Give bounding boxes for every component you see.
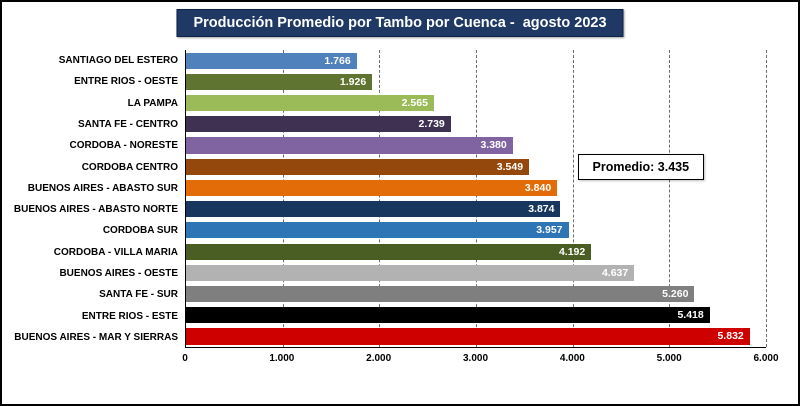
category-label: CORDOBA CENTRO bbox=[81, 161, 178, 173]
x-tick-label: 4.000 bbox=[559, 353, 585, 364]
bar-row: 5.832 bbox=[186, 326, 766, 347]
bar-row: 3.380 bbox=[186, 135, 766, 156]
bar-value-label: 4.637 bbox=[601, 266, 629, 279]
bar-row: 2.565 bbox=[186, 92, 766, 113]
bar: 3.549 bbox=[186, 158, 530, 175]
bar-value-label: 3.549 bbox=[496, 160, 524, 173]
bar: 5.832 bbox=[186, 328, 750, 345]
category-label: BUENOS AIRES - OESTE bbox=[59, 267, 178, 279]
bar-row: 3.549 bbox=[186, 156, 766, 177]
category-label: BUENOS AIRES - ABASTO SUR bbox=[27, 182, 178, 194]
bar-value-label: 3.874 bbox=[528, 203, 555, 216]
bar: 2.739 bbox=[186, 116, 451, 133]
bar-value-label: 3.957 bbox=[536, 224, 563, 237]
chart-title: Producción Promedio por Tambo por Cuenca… bbox=[176, 9, 624, 37]
bar: 5.418 bbox=[186, 307, 710, 324]
bar-series: 1.766 1.926 2.565 2.739 3.380 3.549 3.840 3.874… bbox=[186, 50, 766, 347]
bar: 4.192 bbox=[186, 243, 592, 260]
category-label: CORDOBA SUR bbox=[102, 225, 178, 237]
category-label: CORDOBA - VILLA MARIA bbox=[53, 246, 178, 258]
bar-value-label: 1.926 bbox=[339, 75, 367, 88]
gridline bbox=[282, 50, 284, 347]
bar-value-label: 2.565 bbox=[401, 97, 428, 110]
bar: 4.637 bbox=[186, 264, 635, 281]
bar-value-label: 3.380 bbox=[480, 139, 507, 152]
chart-body: SANTIAGO DEL ESTERO ENTRE RIOS - OESTE LA … bbox=[8, 50, 779, 372]
bar: 3.874 bbox=[186, 201, 561, 218]
gridline bbox=[766, 50, 767, 347]
bar: 1.766 bbox=[186, 52, 357, 69]
bar-row: 1.766 bbox=[186, 50, 766, 71]
bar-row: 4.192 bbox=[186, 241, 766, 262]
bar: 5.260 bbox=[186, 285, 695, 303]
bar: 3.380 bbox=[186, 137, 513, 154]
x-axis: 0 1.000 2.000 3.000 4.000 5.000 6.000 bbox=[182, 348, 778, 372]
gridline bbox=[572, 50, 574, 347]
bar: 1.926 bbox=[186, 73, 373, 90]
bar-value-label: 5.832 bbox=[717, 330, 744, 343]
bar: 3.840 bbox=[186, 179, 558, 196]
bar-row: 1.926 bbox=[186, 71, 766, 92]
bar-row: 3.957 bbox=[186, 220, 766, 241]
bar-row: 2.739 bbox=[186, 114, 766, 135]
plot-area: 1.766 1.926 2.565 2.739 3.380 3.549 3.840 3.874… bbox=[185, 50, 767, 348]
gridline bbox=[476, 50, 477, 347]
bar-row: 5.418 bbox=[186, 305, 766, 326]
x-tick-label: 0 bbox=[182, 353, 188, 364]
gridline bbox=[669, 50, 671, 347]
gridline bbox=[379, 50, 381, 347]
bar-value-label: 5.260 bbox=[662, 288, 689, 301]
bar-row: 3.840 bbox=[186, 177, 766, 198]
bar-value-label: 4.192 bbox=[558, 245, 586, 258]
average-annotation: Promedio: 3.435 bbox=[577, 153, 705, 180]
bar-row: 4.637 bbox=[186, 262, 766, 283]
category-label: SANTA FE - CENTRO bbox=[78, 118, 178, 130]
gridlines bbox=[186, 50, 767, 347]
category-label: SANTIAGO DEL ESTERO bbox=[58, 55, 178, 67]
x-tick-label: 1.000 bbox=[269, 353, 295, 364]
x-tick-label: 2.000 bbox=[366, 353, 392, 364]
x-tick-label: 3.000 bbox=[462, 353, 489, 364]
x-tick-label: 5.000 bbox=[656, 353, 682, 364]
bar: 2.565 bbox=[186, 94, 434, 112]
category-label: LA PAMPA bbox=[127, 97, 178, 109]
bar: 3.957 bbox=[186, 222, 569, 239]
category-axis: SANTIAGO DEL ESTERO ENTRE RIOS - OESTE LA … bbox=[8, 50, 185, 348]
x-axis-spacer bbox=[8, 348, 185, 372]
category-label: ENTRE RIOS - ESTE bbox=[81, 310, 178, 322]
x-tick-label: 6.000 bbox=[753, 353, 779, 364]
category-label: BUENOS AIRES - MAR Y SIERRAS bbox=[14, 331, 178, 343]
category-label: ENTRE RIOS - OESTE bbox=[74, 76, 178, 88]
bar-row: 3.874 bbox=[186, 199, 766, 220]
category-label: CORDOBA - NORESTE bbox=[69, 140, 178, 152]
bar-value-label: 2.739 bbox=[418, 118, 445, 131]
bar-row: 5.260 bbox=[186, 283, 766, 304]
category-label: SANTA FE - SUR bbox=[99, 289, 178, 301]
bar-value-label: 1.766 bbox=[324, 54, 351, 67]
bar-value-label: 5.418 bbox=[677, 309, 704, 322]
bar-value-label: 3.840 bbox=[524, 181, 552, 194]
category-label: BUENOS AIRES - ABASTO NORTE bbox=[13, 204, 178, 216]
